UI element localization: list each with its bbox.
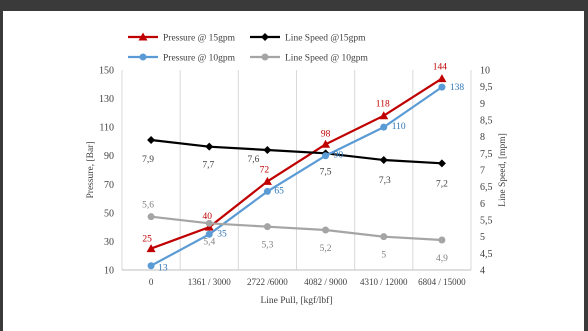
data-point-pressure-10gpm [438, 83, 446, 91]
y-tick-label: 50 [104, 208, 114, 219]
y-tick-label: 150 [99, 66, 114, 77]
data-label-pressure-15gpm: 72 [260, 165, 270, 175]
data-label-line-speed-15gpm: 7,9 [142, 155, 154, 165]
data-label-line-speed-10gpm: 5,2 [320, 244, 332, 254]
y-tick-label: 130 [99, 94, 114, 105]
y2-tick-label: 8 [480, 132, 485, 143]
y-tick-label: 90 [104, 151, 114, 162]
data-point-line-speed-15gpm [147, 136, 156, 144]
series-line-line-speed-15gpm [150, 138, 442, 165]
data-label-line-speed-10gpm: 4,9 [436, 254, 448, 264]
window-left-border [0, 11, 3, 331]
y-axis-title: Pressure, [Bar] [86, 142, 96, 199]
window-right-border [584, 11, 588, 331]
x-tick-label: 0 [149, 277, 154, 287]
data-point-line-speed-10gpm [438, 236, 446, 244]
series-line-pressure-15gpm [150, 77, 443, 250]
data-point-line-speed-10gpm [380, 233, 388, 241]
data-point-pressure-10gpm [205, 230, 213, 238]
y2-axis-title: Line Speed, [mpm] [498, 133, 508, 207]
y2-tick-label: 4 [480, 266, 485, 277]
data-label-line-speed-15gpm: 7,2 [436, 179, 448, 189]
data-point-pressure-10gpm [380, 123, 388, 131]
data-label-pressure-10gpm: 138 [450, 83, 465, 93]
data-label-line-speed-10gpm: 5,4 [203, 237, 215, 247]
y2-tick-label: 8,5 [480, 116, 493, 127]
data-point-pressure-10gpm [322, 152, 330, 160]
window-top-border [0, 0, 588, 11]
data-label-pressure-10gpm: 65 [274, 186, 284, 196]
data-label-pressure-10gpm: 13 [158, 264, 168, 274]
x-tick-label: 1361 / 3000 [188, 277, 232, 287]
legend-label-pressure-15gpm: Pressure @ 15gpm [163, 34, 236, 44]
data-label-pressure-15gpm: 25 [142, 235, 152, 245]
data-point-line-speed-15gpm [205, 142, 214, 151]
data-label-line-speed-10gpm: 5,3 [261, 241, 273, 251]
data-point-line-speed-10gpm [147, 213, 155, 221]
x-tick-label: 6804 / 15000 [418, 277, 466, 287]
data-label-pressure-10gpm: 35 [217, 229, 227, 239]
x-tick-label: 4082 / 9000 [304, 277, 348, 287]
series-line-line-speed-10gpm [150, 215, 442, 242]
data-point-line-speed-10gpm [263, 223, 271, 231]
data-label-line-speed-15gpm: 7,3 [379, 176, 391, 186]
data-point-line-speed-15gpm [379, 156, 388, 164]
series-line-pressure-10gpm [150, 86, 443, 267]
y2-tick-label: 4,5 [480, 249, 493, 260]
data-point-pressure-10gpm [263, 187, 271, 195]
legend-marker-pressure-15gpm [138, 32, 148, 41]
data-label-line-speed-15gpm: 7,6 [247, 155, 259, 165]
data-point-line-speed-10gpm [205, 219, 213, 227]
y2-tick-label: 10 [480, 66, 490, 77]
y-tick-label: 110 [99, 123, 114, 134]
data-point-pressure-15gpm [437, 74, 447, 83]
y2-tick-label: 6 [480, 199, 485, 210]
legend-marker-line-speed-15gpm [261, 33, 269, 41]
legend-label-pressure-10gpm: Pressure @ 10gpm [163, 54, 236, 64]
legend-label-line-speed-10gpm: Line Speed @ 10gpm [285, 54, 368, 64]
y2-tick-label: 9 [480, 99, 485, 110]
data-label-line-speed-10gpm: 5 [381, 251, 386, 261]
legend-marker-line-speed-10gpm [261, 53, 269, 61]
data-point-pressure-10gpm [147, 262, 155, 270]
data-point-line-speed-15gpm [437, 159, 446, 168]
data-point-pressure-15gpm [321, 139, 331, 148]
data-point-pressure-15gpm [146, 244, 156, 253]
data-label-pressure-15gpm: 144 [433, 63, 448, 73]
y2-tick-label: 6,5 [480, 182, 493, 193]
y2-tick-label: 5 [480, 232, 485, 243]
y-tick-label: 10 [104, 266, 114, 277]
data-point-pressure-15gpm [379, 111, 389, 120]
x-tick-label: 2722 /6000 [247, 277, 288, 287]
data-label-line-speed-15gpm: 7,7 [202, 161, 214, 171]
legend-marker-pressure-10gpm [139, 53, 147, 61]
data-label-pressure-15gpm: 40 [203, 212, 213, 222]
y-tick-label: 70 [104, 180, 114, 191]
x-tick-label: 4310 / 12000 [360, 277, 408, 287]
data-label-line-speed-10gpm: 5,6 [142, 201, 154, 211]
data-point-line-speed-10gpm [322, 226, 330, 234]
x-axis-title: Line Pull, [kgf/lbf] [260, 295, 332, 306]
y2-tick-label: 7 [480, 166, 485, 177]
data-label-line-speed-15gpm: 7,5 [320, 167, 332, 177]
y2-tick-label: 5,5 [480, 216, 493, 227]
y-tick-label: 30 [104, 237, 114, 248]
legend-label-line-speed-15gpm: Line Speed @15gpm [285, 34, 366, 44]
data-label-pressure-15gpm: 118 [376, 100, 390, 110]
y2-tick-label: 7,5 [480, 149, 493, 160]
data-label-pressure-10gpm: 90 [334, 151, 344, 161]
data-point-line-speed-15gpm [263, 146, 272, 154]
data-point-pressure-15gpm [262, 176, 272, 185]
data-label-pressure-10gpm: 110 [392, 122, 406, 132]
data-label-pressure-15gpm: 98 [321, 129, 331, 139]
y2-tick-label: 9,5 [480, 82, 493, 93]
